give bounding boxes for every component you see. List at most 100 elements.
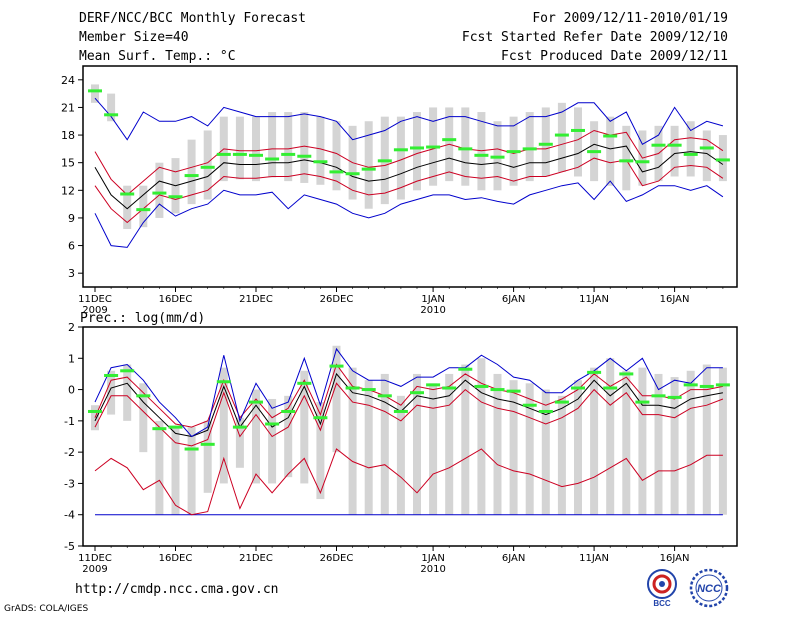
precipitation-median-28 [538, 409, 553, 413]
precipitation-title: Prec.: log(mm/d) [80, 311, 205, 326]
temperature-xtick-label-11DEC: 11DEC [78, 294, 112, 305]
temperature-median-32 [603, 134, 618, 138]
temperature-ytick-label-9: 9 [68, 212, 75, 225]
temperature-ytick-label-15: 15 [61, 157, 75, 170]
temperature-median-10 [249, 153, 263, 157]
ncc-logo: NCC [689, 568, 729, 608]
precipitation-median-34 [635, 400, 650, 404]
precipitation-median-35 [651, 394, 666, 398]
precipitation-box-4 [155, 420, 164, 515]
temperature-median-29 [554, 133, 569, 137]
precipitation-box-15 [332, 345, 341, 453]
temperature-box-39 [718, 135, 727, 182]
temperature-xtick-label-21DEC: 21DEC [239, 294, 273, 305]
temperature-xtick-label-16DEC: 16DEC [159, 294, 193, 305]
precipitation-median-12 [281, 409, 296, 413]
precipitation-box-39 [718, 367, 727, 515]
precipitation-box-18 [380, 373, 389, 515]
precipitation-box-28 [541, 389, 550, 515]
temperature-median-13 [297, 154, 312, 158]
precipitation-median-17 [361, 388, 376, 392]
precipitation-series-red-lower-envelope [94, 448, 723, 516]
precipitation-median-5 [168, 425, 183, 429]
precipitation-median-33 [619, 372, 634, 376]
precipitation-box-20 [413, 373, 421, 515]
temperature-xtick-label-11JAN: 11JAN [579, 294, 609, 305]
precipitation-box-33 [622, 370, 631, 515]
temperature-series-upper-band [94, 129, 724, 196]
precipitation-median-18 [377, 394, 392, 398]
precipitation-series-ensemble-mean [94, 372, 723, 438]
precipitation-box-36 [670, 377, 679, 515]
precipitation-median-0 [88, 409, 102, 413]
temperature-median-9 [232, 152, 247, 156]
source-url[interactable]: http://cmdp.ncc.cma.gov.cn [75, 582, 279, 597]
temperature-xtick-label-1JAN: 1JAN [421, 294, 444, 305]
precipitation-box-26 [509, 380, 518, 515]
precipitation-box-27 [525, 383, 534, 515]
precipitation-box-16 [348, 367, 357, 515]
temperature-box-27 [525, 112, 534, 182]
temperature-median-15 [329, 170, 344, 174]
precipitation-ytick-label--4: -4 [64, 509, 75, 522]
temperature-box-7 [203, 130, 212, 200]
precipitation-box-3 [139, 383, 148, 453]
temperature-ytick-label-18: 18 [61, 129, 75, 142]
temperature-median-26 [506, 150, 521, 154]
temperature-median-27 [522, 147, 537, 151]
temperature-median-30 [571, 128, 585, 132]
forecast-start-date: Fcst Started Refer Date 2009/12/10 [461, 30, 728, 45]
temperature-box-3 [139, 185, 148, 228]
temperature-box-2 [123, 185, 132, 229]
temperature-median-18 [377, 159, 392, 163]
precipitation-median-39 [715, 383, 730, 387]
precipitation-frame [82, 326, 738, 547]
temperature-ytick-label-21: 21 [61, 101, 75, 114]
precipitation-box-35 [654, 373, 663, 515]
precipitation-xtick-label-6JAN: 6JAN [502, 553, 525, 564]
temperature-median-1 [104, 113, 119, 117]
precipitation-box-38 [702, 364, 711, 515]
precipitation-box-31 [590, 367, 599, 515]
temperature-median-23 [458, 147, 473, 151]
precipitation-box-1 [107, 370, 116, 415]
bcc-logo: BCC [647, 569, 677, 608]
temperature-median-22 [442, 138, 457, 142]
precipitation-median-29 [554, 400, 569, 404]
precipitation-median-10 [249, 400, 263, 404]
precipitation-median-7 [200, 442, 215, 446]
temperature-box-1 [107, 93, 116, 122]
temperature-median-5 [168, 195, 183, 199]
precipitation-box-30 [574, 380, 582, 515]
temperature-box-30 [574, 107, 582, 177]
precipitation-median-13 [297, 381, 312, 385]
temperature-series-ensemble-maximum [94, 97, 724, 145]
temperature-box-17 [364, 121, 373, 209]
precipitation-box-14 [316, 402, 325, 500]
precipitation-box-10 [252, 389, 260, 484]
temperature-ytick-label-24: 24 [61, 74, 75, 87]
precipitation-median-16 [345, 386, 360, 390]
temperature-series-ensemble-mean [94, 143, 724, 210]
bcc-logo-swirl [652, 574, 672, 594]
precipitation-ytick-label--1: -1 [64, 415, 75, 428]
temperature-median-37 [683, 152, 698, 156]
precipitation-xtick-year-2010: 2010 [420, 564, 445, 575]
temperature-median-36 [667, 143, 682, 147]
temperature-xtick-year-2009: 2009 [82, 305, 107, 316]
precipitation-box-29 [557, 395, 566, 515]
precipitation-xtick-label-16JAN: 16JAN [660, 553, 690, 564]
temperature-median-34 [635, 160, 650, 164]
temperature-median-39 [715, 158, 730, 162]
ncc-logo-inner [695, 574, 723, 602]
temperature-ytick-label-3: 3 [68, 267, 75, 280]
precipitation-median-14 [313, 416, 328, 420]
temperature-box-38 [702, 130, 711, 182]
precipitation-median-9 [232, 425, 247, 429]
temperature-median-6 [184, 174, 199, 178]
temperature-median-16 [345, 172, 360, 176]
temperature-box-20 [413, 112, 421, 191]
precipitation-median-2 [120, 369, 135, 373]
precipitation-box-8 [219, 367, 228, 484]
precipitation-box-9 [235, 417, 244, 468]
